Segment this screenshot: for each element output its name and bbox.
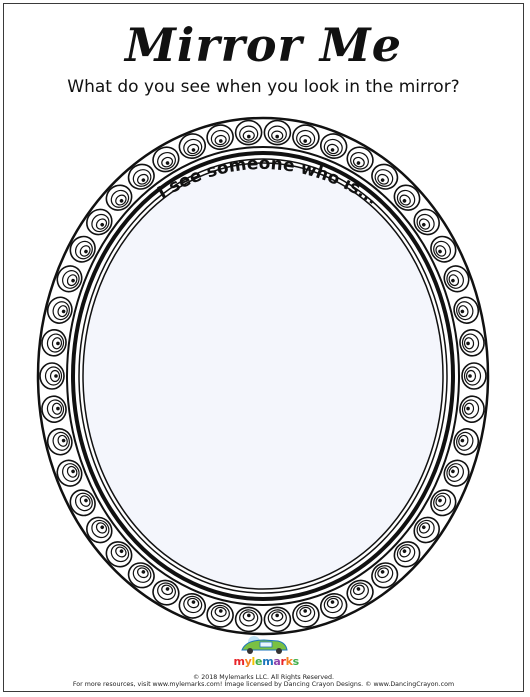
frame-scallop (371, 163, 399, 190)
page-title: Mirror Me (125, 18, 402, 72)
frame-scallop (127, 163, 155, 190)
frame-inner-band-2 (71, 151, 455, 601)
frame-scallop (56, 265, 83, 293)
frame-scallop (263, 606, 292, 633)
frame-scallop (461, 362, 487, 390)
page-subtitle: What do you see when you look in the mir… (67, 77, 460, 97)
frame-scallop (319, 133, 348, 159)
frame-scallop (86, 516, 113, 544)
frame-scallop (127, 562, 155, 589)
frame-scallop (234, 119, 263, 146)
credits-text: For more resources, visit www.mylemarks.… (72, 681, 455, 688)
frame-scallop (69, 489, 96, 517)
frame-scallop (292, 124, 320, 150)
frame-scallop (443, 265, 470, 293)
frame-scallop (453, 296, 480, 324)
frame-scallop (413, 516, 440, 544)
frame-scallop (105, 541, 133, 568)
frame-scallop (459, 395, 485, 423)
frame-scallop (46, 296, 73, 324)
frame-scallop (430, 235, 457, 263)
frame-scallop (206, 124, 234, 150)
mylemarks-logo-icon: mylemarks (233, 634, 300, 668)
frame-scallop (152, 579, 180, 606)
frame-scallop (105, 184, 133, 211)
frame-scallop (178, 593, 207, 619)
frame-scallop (46, 428, 73, 456)
brand-name: mylemarks (233, 655, 300, 668)
mirror-glass (82, 162, 444, 590)
frame-scallop (56, 459, 83, 487)
frame-scallop (41, 329, 67, 357)
frame-scallop (459, 329, 485, 357)
frame-inner-band-3 (78, 158, 448, 594)
frame-scallop (371, 562, 399, 589)
frame-scallop (178, 133, 207, 159)
frame-scallop (453, 428, 480, 456)
frame-scallop (41, 395, 67, 423)
frame-scallop (430, 489, 457, 517)
worksheet-page: Mirror Me What do you see when you look … (3, 3, 524, 692)
frame-scallop (346, 579, 374, 606)
frame-scallop (346, 146, 374, 173)
frame-inner-band-1 (66, 146, 460, 606)
frame-scallop (39, 362, 65, 390)
frame-scallop (393, 184, 421, 211)
frame-scallop (69, 235, 96, 263)
frame-scallop (86, 208, 113, 236)
frame-scallop (263, 119, 292, 146)
frame-scallop (206, 602, 234, 628)
frame-scallops (39, 119, 487, 633)
frame-scallop (319, 593, 348, 619)
mirror-frame-icon: I see someone who is... (36, 116, 490, 636)
frame-scallop (393, 541, 421, 568)
footer: mylemarks © 2018 Mylemarks LLC. All Righ… (4, 634, 523, 688)
copyright-text: © 2018 Mylemarks LLC. All Rights Reserve… (192, 674, 335, 681)
frame-scallop (443, 459, 470, 487)
frame-scallop (292, 602, 320, 628)
frame-scallop (413, 208, 440, 236)
frame-scallop (234, 606, 263, 633)
brand-car-icon (240, 636, 288, 654)
frame-scallop (152, 146, 180, 173)
mirror: I see someone who is... (4, 4, 523, 691)
